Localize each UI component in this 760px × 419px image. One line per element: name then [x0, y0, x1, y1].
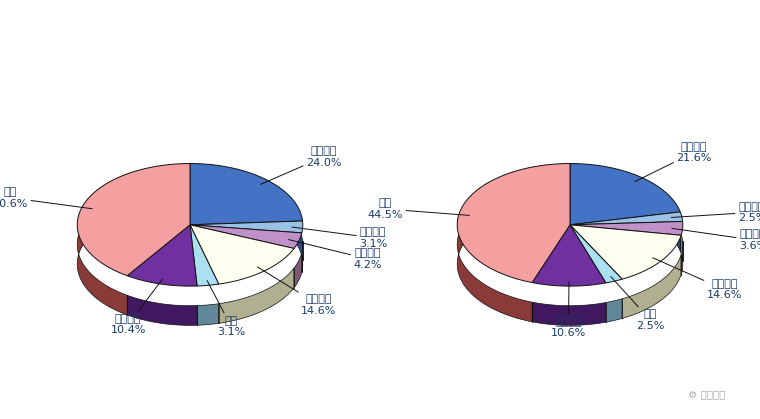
Text: 其他伤害
24.0%: 其他伤害 24.0%	[261, 146, 341, 184]
Polygon shape	[606, 299, 622, 322]
Text: 车辆伤害
4.2%: 车辆伤害 4.2%	[289, 240, 382, 270]
Polygon shape	[190, 221, 302, 233]
Polygon shape	[570, 183, 680, 251]
Polygon shape	[197, 304, 219, 325]
Polygon shape	[190, 183, 302, 260]
Polygon shape	[190, 225, 294, 284]
Polygon shape	[680, 232, 682, 261]
Polygon shape	[78, 183, 190, 315]
Text: ⚙ 豆丁施工: ⚙ 豆丁施工	[688, 389, 726, 399]
Polygon shape	[190, 163, 302, 225]
Polygon shape	[570, 225, 681, 279]
Polygon shape	[190, 225, 219, 286]
Polygon shape	[532, 302, 606, 325]
Polygon shape	[622, 255, 681, 318]
Text: 物体打击
3.1%: 物体打击 3.1%	[292, 227, 388, 248]
Polygon shape	[127, 225, 197, 286]
Text: 触电
3.1%: 触电 3.1%	[207, 281, 245, 337]
Polygon shape	[570, 163, 680, 225]
Polygon shape	[570, 212, 682, 225]
Text: 车辆伤害
3.6%: 车辆伤害 3.6%	[672, 228, 760, 251]
Text: 起重伤害
14.6%: 起重伤害 14.6%	[258, 267, 337, 316]
Polygon shape	[570, 222, 682, 235]
Text: 坍塌
40.6%: 坍塌 40.6%	[0, 187, 92, 209]
Text: 其他伤害
21.6%: 其他伤害 21.6%	[635, 142, 711, 181]
Polygon shape	[127, 295, 197, 325]
Polygon shape	[78, 163, 190, 276]
Polygon shape	[458, 163, 570, 282]
Text: 触电
2.5%: 触电 2.5%	[611, 277, 665, 331]
Polygon shape	[570, 225, 622, 283]
Polygon shape	[681, 241, 682, 274]
Text: 坍塌
44.5%: 坍塌 44.5%	[368, 198, 470, 220]
Text: 起重伤害
14.6%: 起重伤害 14.6%	[653, 258, 742, 300]
Polygon shape	[219, 268, 294, 323]
Polygon shape	[532, 225, 606, 286]
Text: 高处坠落
10.4%: 高处坠落 10.4%	[110, 279, 163, 335]
Polygon shape	[458, 183, 570, 322]
Polygon shape	[294, 253, 302, 288]
Text: 物体打击
2.5%: 物体打击 2.5%	[671, 202, 760, 223]
Polygon shape	[190, 225, 302, 248]
Text: 高处坠落
10.6%: 高处坠落 10.6%	[551, 282, 586, 339]
